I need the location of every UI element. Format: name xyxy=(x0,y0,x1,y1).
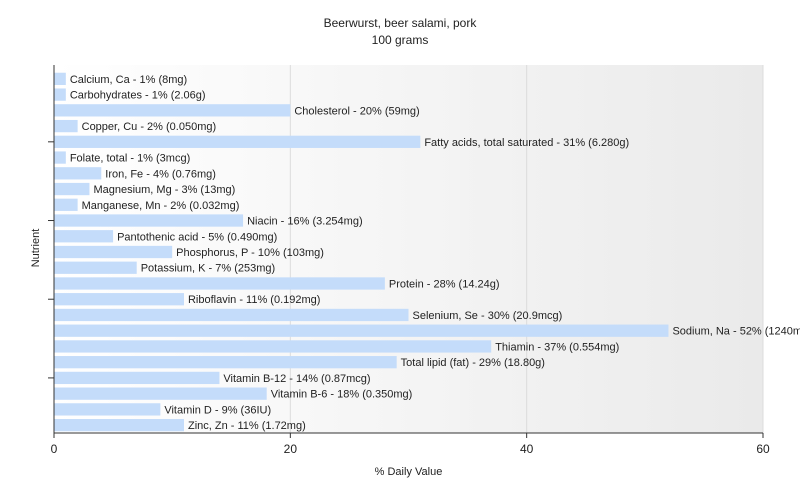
bar xyxy=(54,418,184,432)
bar xyxy=(54,72,66,86)
bar xyxy=(54,356,397,369)
bar-label: Niacin - 16% (3.254mg) xyxy=(247,216,363,228)
bar-label: Carbohydrates - 1% (2.06g) xyxy=(70,90,206,102)
bar-label: Vitamin B-12 - 14% (0.87mcg) xyxy=(223,373,370,385)
bar xyxy=(54,135,421,148)
bar-label: Manganese, Mn - 2% (0.032mg) xyxy=(82,200,240,212)
bar xyxy=(54,403,161,416)
bar-label: Cholesterol - 20% (59mg) xyxy=(294,105,419,117)
bar xyxy=(54,214,244,227)
chart-subtitle: 100 grams xyxy=(371,33,429,47)
bar xyxy=(54,387,267,400)
bar xyxy=(54,88,66,101)
bar xyxy=(54,245,173,259)
bar-label: Fatty acids, total saturated - 31% (6.28… xyxy=(424,137,629,149)
bar xyxy=(54,182,90,196)
bar xyxy=(54,119,78,133)
bar-label: Riboflavin - 11% (0.192mg) xyxy=(188,294,320,306)
bar-label: Potassium, K - 7% (253mg) xyxy=(141,263,276,275)
bar xyxy=(54,167,102,180)
bar-label: Phosphorus, P - 10% (103mg) xyxy=(176,247,324,259)
bar-label: Sodium, Na - 52% (1240mg) xyxy=(672,326,800,338)
bar-label: Pantothenic acid - 5% (0.490mg) xyxy=(117,231,277,243)
bar-label: Iron, Fe - 4% (0.76mg) xyxy=(105,168,216,180)
x-tick-label: 60 xyxy=(756,442,770,456)
bar xyxy=(54,371,220,385)
bar-label: Calcium, Ca - 1% (8mg) xyxy=(70,74,187,86)
bar-label: Zinc, Zn - 11% (1.72mg) xyxy=(188,420,306,432)
bar-label: Vitamin B-6 - 18% (0.350mg) xyxy=(271,389,413,401)
bar xyxy=(54,308,409,322)
x-tick-label: 0 xyxy=(51,442,58,456)
bar-label: Copper, Cu - 2% (0.050mg) xyxy=(82,121,217,133)
bar xyxy=(54,293,184,306)
bar-label: Folate, total - 1% (3mcg) xyxy=(70,153,190,165)
x-tick-label: 40 xyxy=(520,442,534,456)
y-axis-label: Nutrient xyxy=(30,228,42,268)
chart-title: Beerwurst, beer salami, pork xyxy=(323,16,477,30)
bar xyxy=(54,230,114,243)
bar-label: Magnesium, Mg - 3% (13mg) xyxy=(93,184,235,196)
plot-background xyxy=(54,65,763,433)
bar-label: Vitamin D - 9% (36IU) xyxy=(164,404,271,416)
bar xyxy=(54,340,492,353)
bar-label: Selenium, Se - 30% (20.9mcg) xyxy=(413,310,563,322)
x-tick-label: 20 xyxy=(284,442,298,456)
bar xyxy=(54,104,291,117)
bar xyxy=(54,277,385,290)
bar xyxy=(54,151,66,164)
bar xyxy=(54,324,669,337)
bar-label: Thiamin - 37% (0.554mg) xyxy=(495,341,619,353)
bar xyxy=(54,198,78,211)
bar-label: Total lipid (fat) - 29% (18.80g) xyxy=(401,357,545,369)
bar-label: Protein - 28% (14.24g) xyxy=(389,278,500,290)
x-axis-label: % Daily Value xyxy=(374,466,443,478)
bar xyxy=(54,261,137,274)
